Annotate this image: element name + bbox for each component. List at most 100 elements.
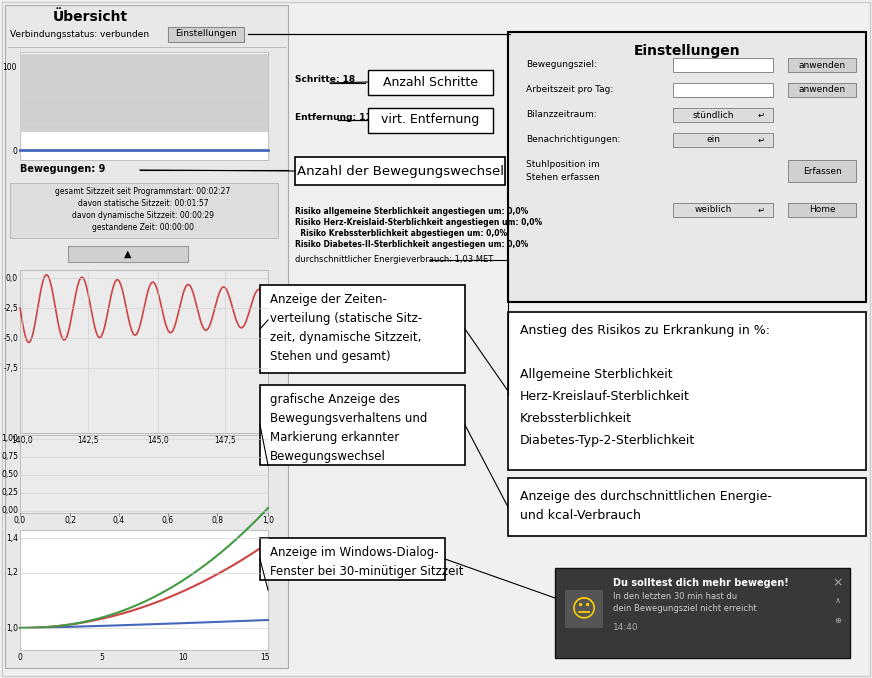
Text: durchschnittlicher Energieverbrauch: 1,03 MET: durchschnittlicher Energieverbrauch: 1,0… [295, 255, 494, 264]
Text: gesamt Sitzzeit seit Programmstart: 00:02:27: gesamt Sitzzeit seit Programmstart: 00:0… [56, 187, 230, 196]
Text: Home: Home [808, 205, 835, 214]
Text: Benachrichtigungen:: Benachrichtigungen: [526, 135, 620, 144]
Text: 1,4: 1,4 [6, 534, 18, 542]
Text: Anzeige der Zeiten-
verteilung (statische Sitz-
zeit, dynamische Sitzzeit,
Stehe: Anzeige der Zeiten- verteilung (statisch… [270, 293, 422, 363]
Bar [20, 435, 268, 513]
Bar [673, 83, 773, 97]
Text: ↵: ↵ [758, 111, 765, 119]
Text: 145,0: 145,0 [147, 436, 169, 445]
Bar [508, 478, 866, 536]
Text: In den letzten 30 min hast du: In den letzten 30 min hast du [613, 592, 737, 601]
Bar [788, 83, 856, 97]
Text: 0,8: 0,8 [211, 516, 223, 525]
Text: 0,0: 0,0 [14, 516, 26, 525]
Text: -7,5: -7,5 [3, 363, 18, 372]
Text: 0,0: 0,0 [6, 273, 18, 283]
Text: 0,6: 0,6 [162, 516, 174, 525]
Text: Schritte: 18: Schritte: 18 [295, 75, 355, 85]
Bar [368, 70, 493, 95]
Text: ∧: ∧ [835, 596, 841, 605]
Bar [673, 58, 773, 72]
Text: -5,0: -5,0 [3, 334, 18, 342]
Text: 0: 0 [17, 653, 23, 662]
Bar [565, 590, 603, 628]
Text: Risiko Herz-Kreislaid-Sterblichkeit angestiegen um: 0,0%: Risiko Herz-Kreislaid-Sterblichkeit ange… [295, 218, 542, 227]
Text: virt. Entfernung: virt. Entfernung [381, 113, 479, 127]
Text: ↵: ↵ [758, 136, 765, 144]
Text: Du solltest dich mehr bewegen!: Du solltest dich mehr bewegen! [613, 578, 789, 588]
Text: ein: ein [706, 136, 720, 144]
Text: Einstellungen: Einstellungen [175, 30, 237, 39]
Text: davon dynamische Sitzzeit: 00:00:29: davon dynamische Sitzzeit: 00:00:29 [72, 211, 214, 220]
Text: gestandene Zeit: 00:00:00: gestandene Zeit: 00:00:00 [92, 223, 194, 232]
Bar [368, 108, 493, 133]
Text: 10: 10 [178, 653, 187, 662]
Text: dein Bewegungsziel nicht erreicht: dein Bewegungsziel nicht erreicht [613, 604, 757, 613]
Text: Risiko allgemeine Sterblichkeit angestiegen um: 0,0%: Risiko allgemeine Sterblichkeit angestie… [295, 207, 528, 216]
Text: Anzahl der Bewegungswechsel: Anzahl der Bewegungswechsel [296, 165, 503, 178]
Text: ▲: ▲ [124, 249, 132, 259]
Text: Risiko Krebssterblichkeit abgestiegen um: 0,0%: Risiko Krebssterblichkeit abgestiegen um… [295, 229, 508, 238]
Text: Risiko Diabetes-II-Sterblichkeit angestiegen um: 0,0%: Risiko Diabetes-II-Sterblichkeit angesti… [295, 240, 528, 249]
Text: 142,5: 142,5 [78, 436, 99, 445]
Text: 1,0: 1,0 [262, 516, 274, 525]
Bar [20, 270, 268, 433]
Text: davon statische Sitzzeit: 00:01:57: davon statische Sitzzeit: 00:01:57 [78, 199, 208, 208]
Bar [295, 157, 505, 185]
Bar [5, 5, 288, 668]
Text: 14:40: 14:40 [613, 623, 638, 632]
Text: 0,2: 0,2 [64, 516, 76, 525]
Bar [260, 538, 445, 580]
Bar [68, 246, 188, 262]
Text: anwenden: anwenden [799, 85, 846, 94]
Text: 1,00: 1,00 [1, 435, 18, 443]
Text: anwenden: anwenden [799, 60, 846, 70]
Text: ⊕: ⊕ [835, 616, 841, 625]
Text: 0,50: 0,50 [1, 471, 18, 479]
Text: 100: 100 [3, 62, 17, 71]
Bar [555, 568, 850, 658]
Text: 😐: 😐 [571, 597, 597, 621]
Text: Arbeitszeit pro Tag:: Arbeitszeit pro Tag: [526, 85, 613, 94]
Text: 147,5: 147,5 [215, 436, 235, 445]
Bar [788, 58, 856, 72]
Bar [20, 54, 268, 132]
Text: ↵: ↵ [758, 205, 765, 214]
Bar [508, 312, 866, 470]
Bar [20, 52, 268, 160]
Text: Anzeige des durchschnittlichen Energie-
und kcal-Verbrauch: Anzeige des durchschnittlichen Energie- … [520, 490, 772, 522]
Text: stündlich: stündlich [692, 111, 733, 119]
Bar [10, 183, 278, 238]
Bar [673, 108, 773, 122]
Text: Bewegungen: 9: Bewegungen: 9 [20, 164, 106, 174]
Text: Anstieg des Risikos zu Erkrankung in %:

Allgemeine Sterblichkeit
Herz-Kreislauf: Anstieg des Risikos zu Erkrankung in %: … [520, 324, 770, 447]
Text: 0: 0 [12, 148, 17, 157]
Bar [260, 385, 465, 465]
Bar [673, 203, 773, 217]
Text: Bilanzzeitraum:: Bilanzzeitraum: [526, 110, 596, 119]
Text: 1,0: 1,0 [6, 624, 18, 633]
Text: 0,4: 0,4 [113, 516, 125, 525]
Text: 5: 5 [99, 653, 105, 662]
Text: Anzeige im Windows-Dialog-
Fenster bei 30-minütiger Sitzzeit: Anzeige im Windows-Dialog- Fenster bei 3… [270, 546, 464, 578]
Text: Bewegungsziel:: Bewegungsziel: [526, 60, 596, 69]
Text: Verbindungsstatus: verbunden: Verbindungsstatus: verbunden [10, 30, 149, 39]
Text: grafische Anzeige des
Bewegungsverhaltens und
Markierung erkannter
Bewegungswech: grafische Anzeige des Bewegungsverhalten… [270, 393, 427, 463]
Text: -2,5: -2,5 [3, 304, 18, 313]
Text: Stuhlposition im
Stehen erfassen: Stuhlposition im Stehen erfassen [526, 160, 600, 182]
Text: 1,2: 1,2 [6, 568, 18, 578]
Text: 0,75: 0,75 [1, 452, 18, 462]
Bar [20, 530, 268, 650]
Text: Anzahl Schritte: Anzahl Schritte [383, 75, 478, 89]
Text: weiblich: weiblich [694, 205, 732, 214]
Text: 140,0: 140,0 [11, 436, 33, 445]
Text: 0,25: 0,25 [1, 489, 18, 498]
Bar [168, 27, 244, 42]
Bar [508, 32, 866, 302]
Text: 0,00: 0,00 [1, 506, 18, 515]
Bar [788, 160, 856, 182]
Text: Erfassen: Erfassen [802, 167, 841, 176]
Bar [673, 133, 773, 147]
Text: Einstellungen: Einstellungen [634, 44, 740, 58]
Text: ×: × [833, 576, 843, 589]
